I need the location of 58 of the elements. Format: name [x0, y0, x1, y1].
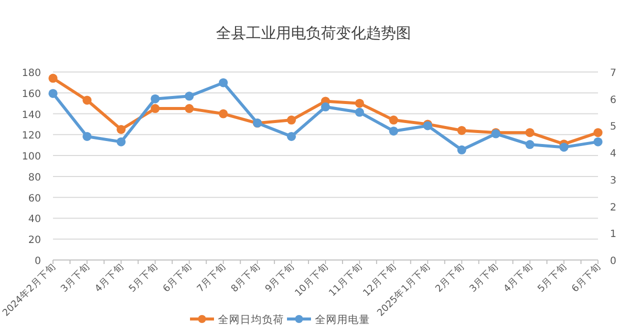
point: [116, 124, 126, 134]
point: [355, 108, 364, 117]
x-tick-label: 6月下旬: [160, 260, 194, 295]
point: [150, 94, 160, 104]
point: [594, 128, 602, 138]
x-tick-label: 8月下旬: [228, 260, 262, 295]
y2-tick-label: 3: [610, 175, 616, 186]
point: [389, 116, 398, 125]
y2-tick-label: 5: [610, 122, 616, 133]
point: [355, 98, 364, 108]
point: [457, 145, 466, 154]
point: [48, 74, 58, 83]
x-tick-label: 7月下旬: [194, 260, 228, 295]
chart-title: 全县工业用电负荷变化趋势图: [216, 24, 411, 42]
x-tick-label: 4月下旬: [501, 260, 535, 295]
y2-tick-label: 0: [610, 256, 616, 267]
legend-label: 全网日均负荷: [218, 313, 284, 326]
point: [150, 104, 160, 114]
y-tick-label: 160: [22, 88, 41, 100]
y2-tick-label: 2: [610, 202, 616, 214]
point: [184, 104, 194, 114]
y-tick-label: 40: [28, 214, 41, 226]
x-tick-label: 5月下旬: [126, 260, 160, 295]
y2-tick-label: 1: [610, 229, 616, 240]
y2-tick-label: 7: [610, 68, 616, 79]
point: [525, 128, 534, 138]
point: [48, 88, 58, 98]
y-tick-label: 100: [22, 152, 41, 163]
y2-tick-label: 6: [610, 94, 616, 106]
point: [389, 126, 398, 136]
point: [321, 102, 330, 112]
point: [82, 132, 92, 141]
point: [82, 96, 92, 105]
y-tick-label: 0: [34, 256, 41, 267]
point: [286, 132, 296, 141]
point: [218, 109, 228, 118]
point: [286, 116, 296, 125]
point: [218, 78, 228, 88]
x-tick-label: 5月下旬: [535, 260, 570, 295]
x-tick-label: 3月下旬: [466, 260, 501, 295]
point: [594, 137, 602, 146]
y-tick-label: 80: [28, 172, 41, 184]
y-tick-label: 180: [22, 68, 41, 79]
x-tick-label: 4月下旬: [92, 260, 126, 295]
y-tick-label: 140: [22, 110, 41, 121]
x-tick-label: 6月下旬: [569, 260, 604, 295]
point: [457, 126, 466, 135]
x-tick-label: 3月下旬: [58, 260, 92, 295]
y-tick-label: 20: [28, 235, 41, 246]
y-tick-label: 60: [28, 193, 41, 204]
x-tick-label: 2月下旬: [432, 260, 467, 295]
point: [184, 92, 194, 101]
point: [525, 140, 534, 150]
point: [559, 142, 568, 152]
y2-tick-label: 4: [610, 148, 616, 160]
y-tick-label: 120: [22, 130, 41, 142]
legend-label: 全网用电量: [315, 313, 370, 326]
point: [116, 137, 126, 146]
